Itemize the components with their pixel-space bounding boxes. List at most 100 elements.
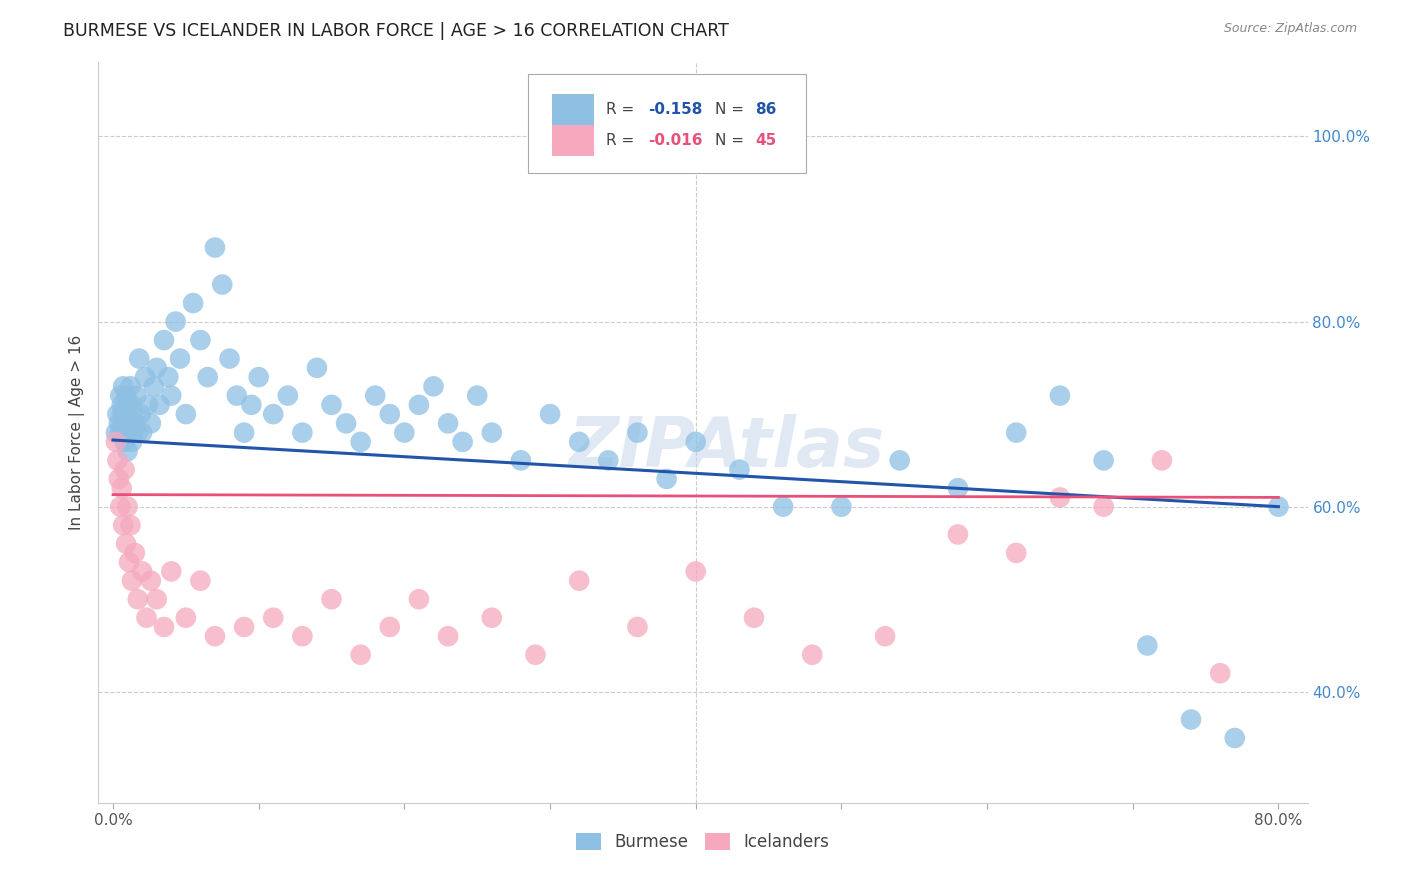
Point — [149, 398, 172, 412]
Point — [142, 379, 165, 393]
Point — [118, 398, 141, 412]
Point — [111, 407, 134, 421]
Point — [128, 351, 150, 366]
Point — [190, 333, 212, 347]
Point — [1150, 453, 1173, 467]
Point — [305, 360, 328, 375]
Point — [115, 425, 138, 440]
Point — [122, 407, 145, 421]
Point — [114, 434, 136, 449]
Point — [134, 370, 156, 384]
Point — [218, 351, 240, 366]
Point — [240, 398, 263, 412]
Point — [114, 462, 136, 476]
Point — [104, 434, 127, 449]
Point — [121, 434, 143, 449]
Point — [122, 425, 145, 440]
Point — [117, 407, 139, 421]
Point — [211, 277, 233, 292]
Point — [568, 574, 591, 588]
Point — [145, 592, 167, 607]
Point — [408, 592, 430, 607]
Point — [124, 417, 146, 431]
Point — [408, 398, 430, 412]
Point — [190, 574, 212, 588]
Point — [124, 546, 146, 560]
Point — [160, 389, 183, 403]
Point — [112, 379, 135, 393]
Text: R =: R = — [606, 133, 640, 148]
Point — [830, 500, 852, 514]
Point — [1267, 500, 1289, 514]
Point — [129, 407, 152, 421]
Point — [291, 629, 314, 643]
Point — [277, 389, 299, 403]
Point — [685, 565, 707, 579]
Point — [120, 417, 142, 431]
Point — [105, 453, 128, 467]
Point — [321, 398, 343, 412]
Text: R =: R = — [606, 102, 640, 117]
Point — [598, 453, 620, 467]
Text: N =: N = — [716, 102, 749, 117]
Point — [685, 434, 707, 449]
FancyBboxPatch shape — [551, 125, 595, 156]
Point — [875, 629, 897, 643]
Point — [112, 518, 135, 533]
Point — [1049, 491, 1071, 505]
Point — [350, 648, 373, 662]
Point — [378, 407, 401, 421]
Point — [437, 417, 460, 431]
Point — [131, 565, 153, 579]
Point — [112, 417, 135, 431]
Point — [181, 296, 204, 310]
Text: -0.016: -0.016 — [648, 133, 703, 148]
Point — [160, 565, 183, 579]
Point — [1049, 389, 1071, 403]
Legend: Burmese, Icelanders: Burmese, Icelanders — [569, 826, 837, 857]
Point — [481, 611, 503, 625]
Point — [174, 611, 197, 625]
Point — [136, 398, 159, 412]
Point — [247, 370, 270, 384]
Y-axis label: In Labor Force | Age > 16: In Labor Force | Age > 16 — [69, 335, 86, 530]
Point — [655, 472, 678, 486]
Point — [153, 620, 176, 634]
Point — [364, 389, 387, 403]
Point — [291, 425, 314, 440]
Point — [118, 555, 141, 569]
Point — [169, 351, 191, 366]
Point — [135, 611, 157, 625]
Point — [772, 500, 794, 514]
Point — [139, 574, 162, 588]
Point — [121, 574, 143, 588]
Point — [197, 370, 219, 384]
Point — [120, 379, 142, 393]
Point — [889, 453, 911, 467]
Point — [127, 592, 149, 607]
Point — [115, 389, 138, 403]
Point — [1005, 546, 1028, 560]
Point — [145, 360, 167, 375]
Point — [1180, 713, 1202, 727]
Point — [1136, 639, 1159, 653]
Point — [335, 417, 357, 431]
Point — [114, 407, 136, 421]
Point — [108, 472, 131, 486]
Text: ZIPAtlas: ZIPAtlas — [569, 414, 886, 481]
Point — [350, 434, 373, 449]
Point — [157, 370, 180, 384]
Point — [165, 315, 187, 329]
Point — [946, 481, 969, 495]
Point — [204, 240, 226, 255]
Point — [105, 407, 128, 421]
Point — [1209, 666, 1232, 681]
Point — [378, 620, 401, 634]
Point — [538, 407, 561, 421]
Point — [422, 379, 444, 393]
Point — [1092, 500, 1115, 514]
Point — [801, 648, 824, 662]
Point — [131, 425, 153, 440]
Point — [1223, 731, 1246, 745]
Point — [568, 434, 591, 449]
